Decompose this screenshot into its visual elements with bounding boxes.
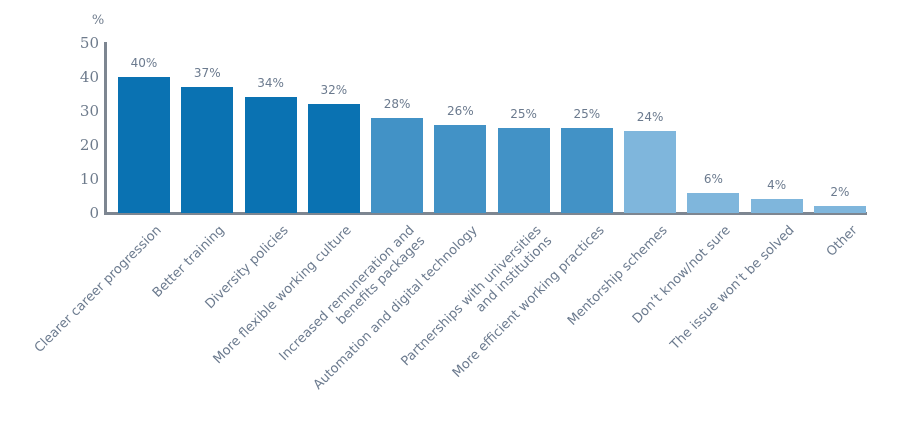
bar-value-label: 6%: [703, 171, 723, 186]
bar: [624, 131, 677, 213]
bar-column: 6%: [687, 43, 740, 213]
bar-value-label: 25%: [573, 107, 601, 121]
bar: [750, 199, 803, 213]
bar-value-label: 4%: [767, 178, 787, 193]
bar-value-label: 37%: [193, 66, 221, 81]
bar-column: 26%: [434, 43, 487, 213]
bar-column: 37%: [181, 43, 234, 213]
x-axis-line: [104, 212, 867, 215]
bar: [371, 117, 424, 213]
bar-value-label: 26%: [446, 103, 474, 118]
bar-column: 25%: [497, 43, 550, 213]
bar: [687, 192, 740, 213]
category-label: Clearer career progression: [31, 223, 165, 356]
bar-value-label: 28%: [383, 96, 411, 111]
bar-column: 40%: [118, 43, 170, 213]
bar-column: 4%: [750, 43, 803, 213]
bars-area: 40% 37% 34% 32% 28% 26% 25% 25% 24% 6% 4% 2%: [118, 43, 866, 213]
bar-value-label: 24%: [636, 110, 664, 125]
bar-column: 24%: [624, 43, 677, 213]
bar-value-label: 25%: [510, 107, 537, 121]
y-tick-label: 40: [79, 68, 99, 86]
bar: [244, 97, 297, 213]
bar: [497, 128, 550, 213]
bar-column: 28%: [371, 43, 424, 213]
bar: [813, 206, 866, 213]
bar-column: 32%: [307, 43, 360, 213]
bar: [118, 77, 170, 213]
bar: [307, 104, 360, 213]
bar-value-label: 32%: [320, 83, 348, 98]
category-label: Other: [823, 223, 861, 260]
y-tick-label: 50: [79, 34, 99, 52]
y-axis-unit-label: %: [91, 13, 105, 28]
bar: [560, 128, 613, 213]
bar-value-label: 2%: [830, 185, 850, 200]
y-tick-label: 10: [79, 170, 99, 188]
y-axis-line: [104, 42, 107, 215]
y-tick-label: 20: [79, 136, 99, 154]
y-tick-label: 30: [79, 102, 99, 120]
bar-column: 2%: [813, 43, 866, 213]
y-tick-label: 0: [89, 204, 99, 222]
bar: [181, 87, 234, 213]
bar-value-label: 34%: [257, 76, 284, 91]
bar-column: 25%: [560, 43, 613, 213]
bar-column: 34%: [244, 43, 297, 213]
bar-value-label: 40%: [130, 56, 158, 70]
bar: [434, 124, 487, 213]
